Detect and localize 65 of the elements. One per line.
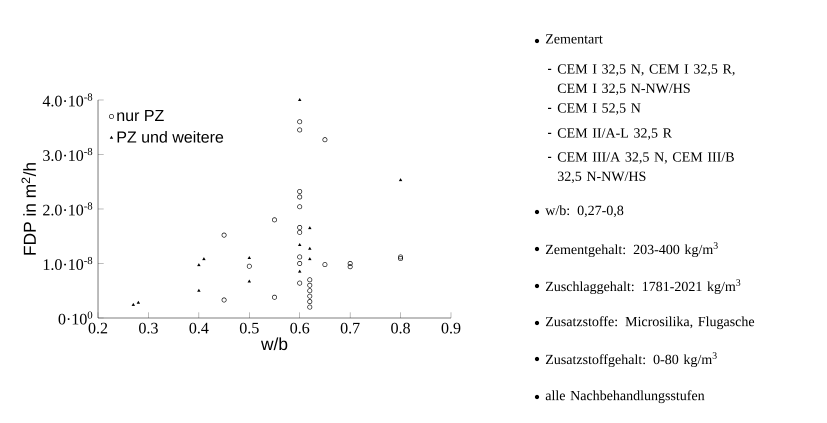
point: [297, 254, 302, 260]
point: [307, 282, 312, 288]
y-tick-label: 3.0·10$^{-8}$: [43, 148, 92, 162]
text: Zuschlaggehalt: 1781-2021 kg/m$^{3}$: [546, 279, 740, 294]
point: [322, 262, 328, 268]
point: [297, 128, 302, 132]
point: [136, 301, 140, 304]
y-tick-label: 1.0·10$^{-8}$: [44, 256, 92, 270]
text: w/b: 0,27-0,8: [545, 205, 624, 218]
point: [308, 247, 312, 250]
x-axis-title: w/b: [260, 337, 288, 350]
text: CEM I 52,5 N: [558, 103, 641, 115]
point: [297, 230, 302, 235]
point: [307, 294, 312, 299]
text: Zementgehalt: 203-400 kg/m$^{3}$: [546, 242, 718, 258]
point: [272, 217, 277, 222]
point: [248, 256, 251, 260]
point: [222, 232, 227, 238]
x-tick-label: 0.9: [442, 322, 460, 334]
point: [222, 298, 227, 302]
point: [307, 288, 312, 294]
point: [348, 261, 353, 266]
point: [297, 261, 302, 266]
text: CEM II/A-L 32,5 R: [558, 128, 672, 140]
x-tick-label: 0.2: [88, 322, 108, 334]
x-tick-label: 0.6: [290, 322, 310, 334]
text: CEM III/A 32,5 N, CEM III/B 32,5 N-NW/HS: [558, 152, 734, 184]
point: [298, 270, 302, 273]
text: Zementart: [546, 34, 603, 44]
point: [307, 304, 312, 310]
point: [322, 137, 328, 142]
point: [307, 299, 312, 304]
point: [297, 119, 302, 124]
point: [307, 277, 312, 282]
point: [297, 204, 302, 210]
point: [132, 303, 135, 306]
x-tick-label: 0.5: [240, 322, 259, 334]
x-tick-label: 0.8: [391, 322, 410, 334]
y-axis-title: FDP in m$^{2}$/h: [21, 163, 36, 255]
point: [297, 189, 302, 194]
point: [298, 243, 302, 246]
point: [398, 254, 404, 260]
text: CEM I 32,5 N, CEM I 32,5 R, CEM I 32,5 N-NW/HS: [558, 64, 734, 96]
x-tick-label: 0.4: [189, 322, 209, 334]
text: Zusatzstoffgehalt: 0-80 kg/m$^{3}$: [546, 352, 717, 368]
x-tick-label: 0.3: [139, 322, 158, 334]
point: [308, 257, 312, 260]
y-tick-label: 2.0·10$^{-8}$: [43, 202, 92, 216]
point: [297, 280, 302, 286]
point: [246, 264, 252, 269]
point: [202, 257, 206, 260]
point: [197, 289, 200, 292]
point: [297, 225, 302, 230]
legend-label: PZ und weitere: [118, 130, 224, 143]
x-tick-label: 0.7: [340, 322, 360, 334]
point: [197, 263, 200, 266]
point: [398, 256, 404, 262]
y-tick-label: 4.0·10$^{-8}$: [42, 93, 92, 107]
text: alle Nachbehandlungsstufen: [546, 390, 704, 404]
text: Zusatzstoffe: Microsilika, Flugasche: [546, 316, 754, 330]
point: [297, 194, 302, 200]
point: [348, 264, 353, 270]
legend-label: nur PZ: [117, 110, 164, 122]
point: [298, 98, 302, 101]
point: [272, 294, 277, 300]
